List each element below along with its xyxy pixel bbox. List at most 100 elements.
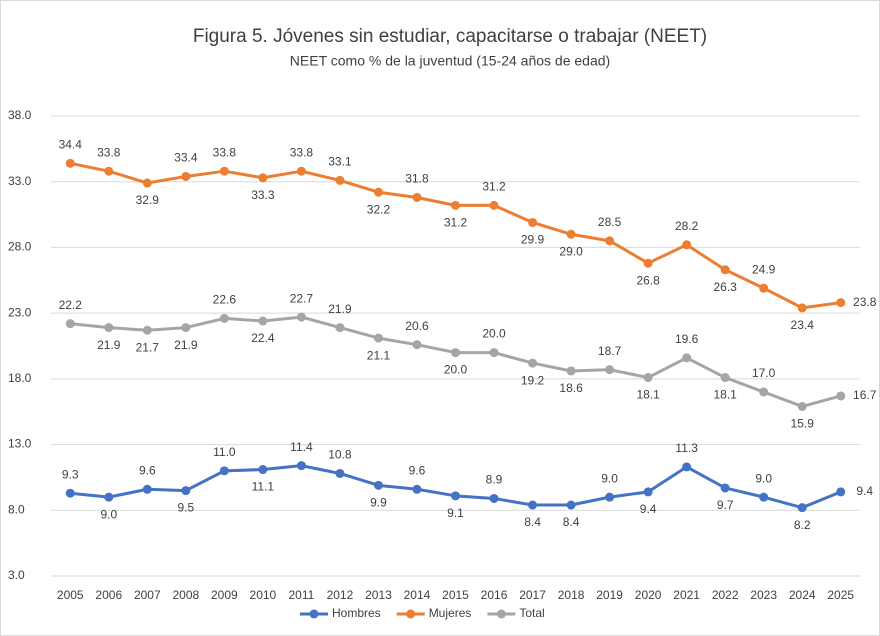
data-label: 31.8 <box>405 172 429 186</box>
point <box>605 492 615 502</box>
legend-marker <box>496 609 506 619</box>
point <box>797 503 807 513</box>
x-tick-label: 2015 <box>442 588 469 602</box>
data-label: 11.3 <box>675 441 698 455</box>
data-label: 22.4 <box>251 331 275 345</box>
x-tick-label: 2023 <box>750 588 777 602</box>
point <box>181 171 191 181</box>
point <box>142 178 152 188</box>
legend-label: Total <box>519 606 544 620</box>
point <box>296 312 306 322</box>
data-label: 21.7 <box>136 340 160 354</box>
data-label: 33.1 <box>328 155 352 169</box>
data-label: 26.3 <box>713 280 737 294</box>
data-label: 33.3 <box>251 188 275 202</box>
point <box>759 283 769 293</box>
data-label: 9.0 <box>601 471 618 485</box>
point <box>258 316 268 326</box>
point <box>528 217 538 227</box>
point <box>489 493 499 503</box>
x-tick-label: 2021 <box>673 588 700 602</box>
point <box>412 192 422 202</box>
data-label: 9.9 <box>370 495 387 509</box>
data-label: 17.0 <box>752 366 776 380</box>
legend-label: Mujeres <box>429 606 472 620</box>
data-label: 29.0 <box>559 244 583 258</box>
x-tick-label: 2006 <box>95 588 122 602</box>
point <box>759 492 769 502</box>
x-tick-label: 2012 <box>327 588 354 602</box>
y-tick-label: 33.0 <box>8 174 32 188</box>
data-label: 18.1 <box>713 388 737 402</box>
point <box>797 303 807 313</box>
y-tick-label: 38.0 <box>8 108 32 122</box>
data-label: 9.4 <box>856 484 873 498</box>
x-tick-label: 2007 <box>134 588 161 602</box>
data-label: 20.0 <box>444 363 468 377</box>
x-tick-label: 2010 <box>250 588 277 602</box>
data-label: 34.4 <box>59 137 83 151</box>
point <box>566 229 576 239</box>
data-label: 23.4 <box>791 318 815 332</box>
point <box>720 373 730 383</box>
legend-marker <box>406 609 416 619</box>
point <box>489 348 499 358</box>
x-tick-label: 2008 <box>172 588 199 602</box>
data-label: 9.7 <box>717 498 734 512</box>
x-tick-label: 2019 <box>596 588 623 602</box>
y-tick-label: 23.0 <box>8 305 32 319</box>
point <box>104 492 114 502</box>
data-label: 8.9 <box>486 473 503 487</box>
point <box>335 468 345 478</box>
point <box>720 265 730 275</box>
y-tick-label: 28.0 <box>8 240 32 254</box>
data-label: 15.9 <box>791 417 815 431</box>
point <box>836 298 846 308</box>
point <box>643 258 653 268</box>
data-label: 19.6 <box>675 332 699 346</box>
point <box>258 465 268 475</box>
point <box>682 462 692 472</box>
data-label: 23.8 <box>853 295 877 309</box>
data-label: 33.8 <box>213 145 237 159</box>
data-label: 8.4 <box>563 515 580 529</box>
data-label: 9.6 <box>409 463 426 477</box>
data-label: 33.8 <box>97 145 121 159</box>
point <box>181 486 191 496</box>
point <box>682 353 692 363</box>
point <box>104 323 114 333</box>
data-label: 21.9 <box>174 338 198 352</box>
x-tick-label: 2011 <box>288 588 314 602</box>
data-label: 9.5 <box>177 501 194 515</box>
point <box>142 325 152 335</box>
data-label: 21.9 <box>328 302 352 316</box>
point <box>682 240 692 250</box>
chart-subtitle: NEET como % de la juventud (15-24 años d… <box>290 53 610 69</box>
data-label: 18.1 <box>636 388 660 402</box>
point <box>65 319 75 329</box>
y-tick-label: 3.0 <box>8 568 25 582</box>
x-tick-label: 2020 <box>635 588 662 602</box>
legend-label: Hombres <box>332 606 381 620</box>
data-label: 33.8 <box>290 145 314 159</box>
data-label: 9.0 <box>100 507 117 521</box>
data-label: 19.2 <box>521 373 545 387</box>
data-label: 9.1 <box>447 506 464 520</box>
data-label: 22.2 <box>59 298 83 312</box>
data-label: 10.8 <box>328 448 352 462</box>
x-tick-label: 2025 <box>827 588 854 602</box>
data-label: 33.4 <box>174 151 198 165</box>
point <box>836 487 846 497</box>
data-label: 31.2 <box>444 216 468 230</box>
data-label: 20.0 <box>482 327 506 341</box>
point <box>759 387 769 397</box>
point <box>65 158 75 168</box>
point <box>643 373 653 383</box>
data-label: 8.4 <box>524 515 541 529</box>
x-tick-label: 2013 <box>365 588 392 602</box>
x-tick-label: 2009 <box>211 588 238 602</box>
x-tick-label: 2024 <box>789 588 816 602</box>
point <box>373 333 383 343</box>
point <box>373 187 383 197</box>
y-tick-label: 8.0 <box>8 502 25 516</box>
